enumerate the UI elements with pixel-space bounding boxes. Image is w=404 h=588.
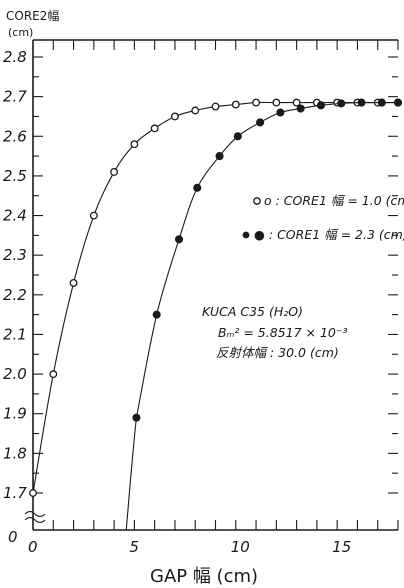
annotation: KUCA C35 (H₂O) Bₘ² = 5.8517 × 10⁻³ 反射体幅 … xyxy=(202,304,347,360)
annotation-line-2: Bₘ² = 5.8517 × 10⁻³ xyxy=(218,325,347,340)
y-tick-label: 2.5 xyxy=(3,167,27,185)
data-point-open xyxy=(69,278,78,287)
data-point-open xyxy=(89,211,98,220)
axes xyxy=(24,39,398,531)
x-tick-label: 5 xyxy=(129,538,139,556)
data-point-filled xyxy=(256,118,265,127)
y-axis-break xyxy=(24,510,46,518)
data-point-open xyxy=(252,98,261,107)
annotation-line-1: KUCA C35 (H₂O) xyxy=(202,304,303,319)
y-axis-unit: (cm) xyxy=(8,26,33,39)
y-tick-label: 2.1 xyxy=(3,325,27,343)
data-point-open xyxy=(150,124,159,133)
data-point-open xyxy=(211,102,220,111)
y-tick-label: 1.9 xyxy=(3,405,27,423)
data-point-filled xyxy=(152,310,161,319)
data-point-filled xyxy=(193,183,202,192)
data-point-filled xyxy=(296,104,305,113)
data-point-open xyxy=(49,370,58,379)
data-point-open xyxy=(130,140,139,149)
legend: o : CORE1 幅 = 1.0 (cm) ● : CORE1 幅 = 2.3… xyxy=(242,193,404,242)
data-point-filled xyxy=(357,98,366,107)
data-point-filled xyxy=(132,413,141,422)
data-point-filled xyxy=(215,152,224,161)
data-point-filled xyxy=(393,98,403,107)
y-axis-title: CORE2幅 xyxy=(6,8,59,23)
legend-marker-filled xyxy=(242,231,250,239)
data-point-filled xyxy=(337,99,346,108)
y-axis-break xyxy=(24,516,46,524)
data-point-filled xyxy=(316,101,325,110)
data-point-open xyxy=(191,106,200,115)
ticks: 0 5 10 15 1.7 1.8 1.9 2.0 2.1 2.2 2.3 2.4 2.5 2.6 2.7 2… xyxy=(3,40,399,556)
data-point-open xyxy=(272,98,281,107)
x-tick-label: 0 xyxy=(28,538,38,556)
data-point-open xyxy=(292,98,301,107)
data-point-filled xyxy=(377,98,386,107)
data-point-open xyxy=(29,489,37,497)
series-curve xyxy=(125,101,398,531)
legend-entry-2: ● : CORE1 幅 = 2.3 (cm) xyxy=(254,227,404,242)
y-tick-label: 2.4 xyxy=(3,207,27,225)
x-axis-title: GAP 幅 (cm) xyxy=(150,566,258,587)
y-tick-label: 2.3 xyxy=(3,246,27,264)
legend-marker-open xyxy=(253,197,261,205)
legend-entry-1: o : CORE1 幅 = 1.0 (cm) xyxy=(264,193,404,208)
x-tick-label: 15 xyxy=(332,538,351,556)
y-tick-label: 2.8 xyxy=(3,48,27,66)
data-point-filled xyxy=(174,235,184,244)
y-tick-label: 2.0 xyxy=(3,365,27,383)
data-point-open xyxy=(231,100,240,109)
y-tick-label-zero: 0 xyxy=(8,528,18,546)
x-tick-label: 10 xyxy=(231,538,250,556)
y-tick-label: 2.2 xyxy=(3,286,27,304)
y-tick-label: 2.7 xyxy=(3,88,27,106)
data-point-filled xyxy=(233,132,242,141)
series xyxy=(29,98,403,531)
y-tick-label: 1.7 xyxy=(3,484,27,502)
data-point-open xyxy=(170,112,179,121)
y-tick-label: 2.6 xyxy=(3,127,27,145)
annotation-line-3: 反射体幅 : 30.0 (cm) xyxy=(216,345,339,360)
y-tick-label: 1.8 xyxy=(3,444,27,462)
data-point-open xyxy=(110,167,119,176)
data-point-filled xyxy=(276,108,285,117)
